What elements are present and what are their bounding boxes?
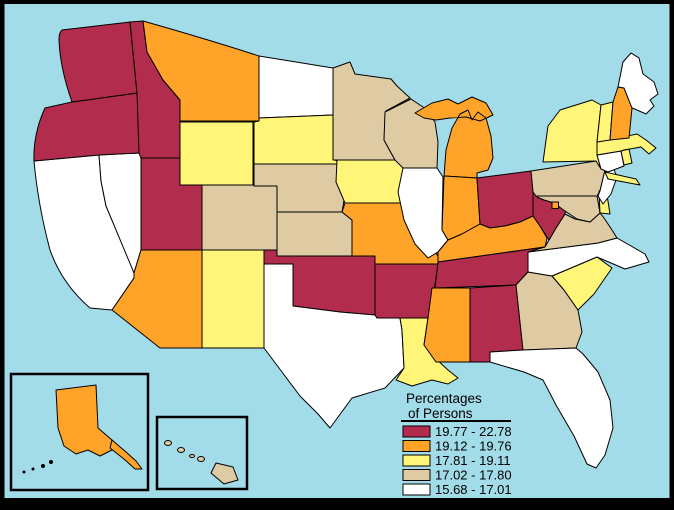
- legend-label-class2: 19.12 - 19.76: [435, 439, 512, 454]
- alaska-panhandle: [109, 439, 143, 470]
- aleutian-island: [31, 467, 35, 471]
- hawaii-island-kauai: [164, 440, 172, 446]
- legend-swatch-class4: [402, 469, 431, 481]
- states-layer: [33, 20, 659, 469]
- legend-swatch-class2: [402, 440, 431, 452]
- legend-label-class1: 19.77 - 22.78: [435, 424, 512, 439]
- hawaii-island-hawaii: [210, 462, 239, 485]
- hawaii-inset: [155, 415, 249, 491]
- map-legend: Percentages of Persons 19.77 - 22.78 19.…: [401, 391, 512, 497]
- aleutian-island: [41, 464, 45, 468]
- state-ar: [374, 263, 439, 319]
- alaska-inset: [9, 372, 150, 492]
- legend-title-line2: of Persons: [408, 406, 473, 421]
- legend-title-line1: Percentages: [406, 391, 482, 406]
- state-me: [617, 52, 659, 115]
- state-ms: [423, 287, 471, 363]
- state-nm: [201, 249, 265, 349]
- state-ks: [276, 211, 353, 257]
- state-dc: [551, 201, 559, 209]
- state-fl: [489, 347, 614, 469]
- hawaii-island-molokai: [189, 454, 195, 458]
- state-co: [201, 184, 278, 251]
- legend-swatch-class5: [402, 483, 431, 496]
- legend-label-class5: 15.68 - 17.01: [435, 482, 512, 497]
- legend-swatch-class1: [402, 425, 431, 438]
- aleutian-island: [22, 470, 26, 474]
- state-sd: [253, 114, 341, 165]
- state-mt: [142, 20, 260, 122]
- hawaii-inset-box: [155, 415, 249, 491]
- aleutian-island: [49, 460, 53, 464]
- legend-label-class3: 17.81 - 19.11: [435, 453, 511, 468]
- hawaii-island-maui: [197, 456, 205, 462]
- state-ak: [55, 384, 125, 457]
- legend-swatch-class3: [402, 454, 431, 467]
- state-wa: [58, 21, 138, 103]
- legend-label-class4: 17.02 - 17.80: [435, 468, 512, 483]
- state-mi: [414, 96, 494, 179]
- state-wy: [179, 121, 254, 186]
- state-md: [535, 195, 601, 223]
- hawaii-island-oahu: [177, 447, 185, 453]
